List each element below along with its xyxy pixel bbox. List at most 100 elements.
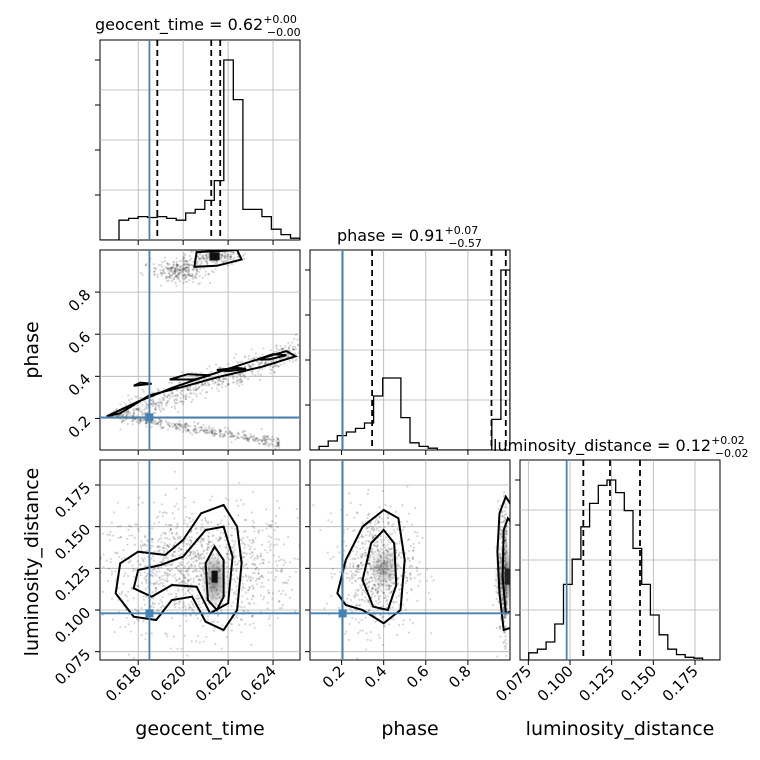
sample-point [249,575,252,579]
sample-point [184,266,187,269]
sample-point [366,530,369,533]
sample-point [282,564,285,567]
sample-point [243,437,246,440]
sample-point [503,509,507,513]
sample-point [176,277,179,280]
sample-point [184,608,187,611]
sample-point [264,361,267,364]
sample-point [503,516,506,519]
sample-point [168,268,171,272]
sample-point [364,551,367,554]
sample-point [167,572,170,576]
sample-point [411,621,414,625]
sample-point [120,592,123,595]
sample-point [146,538,149,542]
sample-point [192,387,195,390]
sample-point [269,543,272,546]
sample-point [363,542,367,546]
sample-point [153,522,156,525]
sample-point [273,371,276,374]
sample-point [242,430,245,433]
sample-point [187,579,190,582]
sample-point [178,423,181,426]
sample-point [247,363,250,366]
y-tick-label-phase: 0.2 [65,412,95,442]
histogram-phase [310,269,510,450]
sample-point [242,433,246,437]
sample-point [145,407,148,410]
sample-point [167,424,171,427]
sample-point [205,391,208,394]
sample-point [273,529,276,532]
sample-point [379,595,382,598]
sample-point [168,424,171,428]
sample-point [245,518,248,522]
sample-point [418,580,421,583]
sample-point [169,274,172,277]
sample-point [283,362,286,365]
sample-point [189,541,193,544]
sample-point [183,263,186,266]
sample-point [130,586,133,589]
sample-point [365,554,368,557]
sample-point [166,544,169,547]
sample-point [197,282,200,286]
sample-point [174,606,177,609]
sample-point [254,438,257,441]
sample-point [197,635,200,638]
sample-point [264,436,267,439]
sample-point [201,256,205,259]
sample-point [213,428,216,432]
sample-point [267,578,270,582]
sample-point [144,407,147,410]
xlabel-phase: phase [381,718,438,740]
sample-point [303,545,305,547]
sample-point [211,432,214,436]
sample-point [180,572,183,576]
sample-point [133,412,136,415]
sample-point [505,533,508,536]
sample-point [180,370,184,374]
sample-point [121,421,124,424]
sample-point [257,568,260,572]
sample-point [169,528,173,531]
sample-point [201,384,204,387]
sample-point [178,381,181,384]
sample-point [355,568,358,571]
sample-point [251,572,255,575]
sample-point [280,593,283,596]
sample-point [227,432,230,435]
sample-point [179,423,182,426]
sample-point [405,520,409,523]
sample-point [363,589,366,592]
sample-point [266,435,269,438]
sample-point [401,623,405,626]
sample-point [230,435,233,438]
sample-point [361,535,364,538]
sample-point [182,262,185,266]
sample-point [127,590,130,593]
sample-point [110,573,113,576]
sample-point [131,423,134,426]
sample-point [242,575,245,579]
sample-point [504,614,507,617]
sample-point [159,561,162,564]
sample-point [144,422,148,425]
sample-point [386,517,390,520]
sample-point [372,592,375,595]
sample-point [123,556,126,560]
sample-point [386,595,389,598]
sample-point [182,394,185,397]
sample-point [412,549,415,552]
sample-point [246,439,249,442]
sample-point [251,436,254,439]
sample-point [196,594,199,598]
sample-point [229,255,232,258]
sample-point [178,269,181,272]
sample-point [351,557,354,561]
sample-point [137,527,140,530]
sample-point [312,504,315,507]
sample-point [300,586,302,588]
sample-point [126,599,129,602]
sample-point [179,396,182,400]
